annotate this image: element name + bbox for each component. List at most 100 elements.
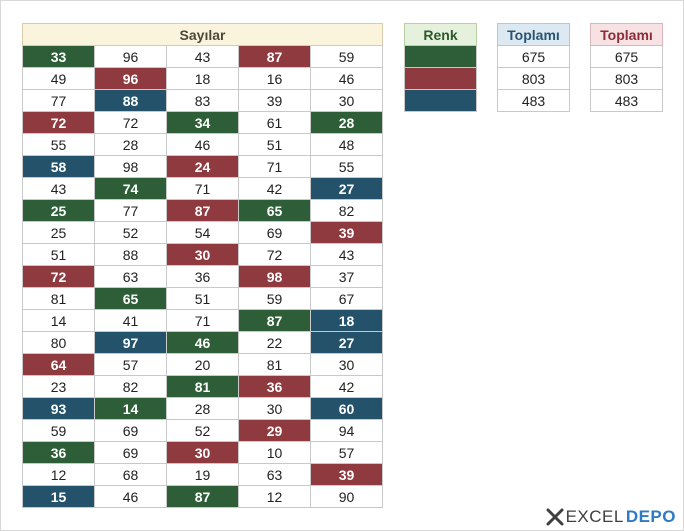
totals-header-2[interactable]: Toplamı <box>590 23 663 46</box>
number-cell[interactable]: 28 <box>94 133 167 156</box>
number-cell[interactable]: 41 <box>94 309 167 332</box>
number-cell[interactable]: 74 <box>94 177 167 200</box>
number-cell[interactable]: 36 <box>166 265 239 288</box>
number-cell[interactable]: 36 <box>22 441 95 464</box>
number-cell[interactable]: 18 <box>310 309 383 332</box>
number-cell[interactable]: 98 <box>238 265 311 288</box>
number-cell[interactable]: 81 <box>22 287 95 310</box>
total-2-value[interactable]: 483 <box>590 89 663 112</box>
number-cell[interactable]: 58 <box>22 155 95 178</box>
number-cell[interactable]: 94 <box>310 419 383 442</box>
number-cell[interactable]: 51 <box>166 287 239 310</box>
number-cell[interactable]: 93 <box>22 397 95 420</box>
color-swatch-green[interactable] <box>404 45 477 68</box>
color-swatch-red[interactable] <box>404 67 477 90</box>
number-cell[interactable]: 39 <box>238 89 311 112</box>
number-cell[interactable]: 12 <box>238 485 311 508</box>
number-cell[interactable]: 29 <box>238 419 311 442</box>
number-cell[interactable]: 27 <box>310 177 383 200</box>
number-cell[interactable]: 55 <box>310 155 383 178</box>
number-cell[interactable]: 42 <box>310 375 383 398</box>
number-cell[interactable]: 59 <box>310 45 383 68</box>
number-cell[interactable]: 12 <box>22 463 95 486</box>
number-cell[interactable]: 16 <box>238 67 311 90</box>
color-swatch-blue[interactable] <box>404 89 477 112</box>
number-cell[interactable]: 96 <box>94 67 167 90</box>
number-cell[interactable]: 46 <box>166 133 239 156</box>
number-cell[interactable]: 96 <box>94 45 167 68</box>
number-cell[interactable]: 46 <box>166 331 239 354</box>
number-cell[interactable]: 42 <box>238 177 311 200</box>
number-cell[interactable]: 24 <box>166 155 239 178</box>
number-cell[interactable]: 14 <box>22 309 95 332</box>
number-cell[interactable]: 97 <box>94 331 167 354</box>
number-cell[interactable]: 67 <box>310 287 383 310</box>
number-cell[interactable]: 90 <box>310 485 383 508</box>
number-cell[interactable]: 77 <box>22 89 95 112</box>
number-cell[interactable]: 83 <box>166 89 239 112</box>
number-cell[interactable]: 77 <box>94 199 167 222</box>
number-cell[interactable]: 14 <box>94 397 167 420</box>
number-cell[interactable]: 51 <box>238 133 311 156</box>
number-cell[interactable]: 18 <box>166 67 239 90</box>
number-cell[interactable]: 98 <box>94 155 167 178</box>
number-cell[interactable]: 69 <box>238 221 311 244</box>
number-cell[interactable]: 39 <box>310 221 383 244</box>
number-cell[interactable]: 87 <box>238 309 311 332</box>
color-header[interactable]: Renk <box>404 23 477 46</box>
number-cell[interactable]: 33 <box>22 45 95 68</box>
number-cell[interactable]: 72 <box>22 111 95 134</box>
number-cell[interactable]: 30 <box>310 89 383 112</box>
number-cell[interactable]: 30 <box>166 243 239 266</box>
number-cell[interactable]: 60 <box>310 397 383 420</box>
number-cell[interactable]: 39 <box>310 463 383 486</box>
total-2-value[interactable]: 675 <box>590 45 663 68</box>
number-cell[interactable]: 30 <box>310 353 383 376</box>
numbers-header[interactable]: Sayılar <box>22 23 383 46</box>
number-cell[interactable]: 71 <box>166 177 239 200</box>
number-cell[interactable]: 68 <box>94 463 167 486</box>
number-cell[interactable]: 25 <box>22 199 95 222</box>
number-cell[interactable]: 80 <box>22 331 95 354</box>
number-cell[interactable]: 22 <box>238 331 311 354</box>
number-cell[interactable]: 28 <box>166 397 239 420</box>
number-cell[interactable]: 15 <box>22 485 95 508</box>
number-cell[interactable]: 52 <box>94 221 167 244</box>
number-cell[interactable]: 27 <box>310 331 383 354</box>
number-cell[interactable]: 36 <box>238 375 311 398</box>
number-cell[interactable]: 20 <box>166 353 239 376</box>
number-cell[interactable]: 87 <box>166 199 239 222</box>
number-cell[interactable]: 64 <box>22 353 95 376</box>
number-cell[interactable]: 87 <box>238 45 311 68</box>
number-cell[interactable]: 69 <box>94 419 167 442</box>
number-cell[interactable]: 23 <box>22 375 95 398</box>
number-cell[interactable]: 65 <box>94 287 167 310</box>
number-cell[interactable]: 43 <box>22 177 95 200</box>
number-cell[interactable]: 57 <box>310 441 383 464</box>
number-cell[interactable]: 65 <box>238 199 311 222</box>
number-cell[interactable]: 61 <box>238 111 311 134</box>
number-cell[interactable]: 49 <box>22 67 95 90</box>
number-cell[interactable]: 46 <box>310 67 383 90</box>
number-cell[interactable]: 57 <box>94 353 167 376</box>
number-cell[interactable]: 37 <box>310 265 383 288</box>
total-1-value[interactable]: 483 <box>497 89 570 112</box>
number-cell[interactable]: 34 <box>166 111 239 134</box>
number-cell[interactable]: 30 <box>166 441 239 464</box>
number-cell[interactable]: 43 <box>310 243 383 266</box>
number-cell[interactable]: 43 <box>166 45 239 68</box>
total-2-value[interactable]: 803 <box>590 67 663 90</box>
number-cell[interactable]: 88 <box>94 243 167 266</box>
totals-header-1[interactable]: Toplamı <box>497 23 570 46</box>
number-cell[interactable]: 30 <box>238 397 311 420</box>
number-cell[interactable]: 46 <box>94 485 167 508</box>
number-cell[interactable]: 81 <box>166 375 239 398</box>
number-cell[interactable]: 71 <box>166 309 239 332</box>
number-cell[interactable]: 82 <box>94 375 167 398</box>
total-1-value[interactable]: 675 <box>497 45 570 68</box>
number-cell[interactable]: 69 <box>94 441 167 464</box>
number-cell[interactable]: 54 <box>166 221 239 244</box>
number-cell[interactable]: 72 <box>94 111 167 134</box>
number-cell[interactable]: 52 <box>166 419 239 442</box>
number-cell[interactable]: 10 <box>238 441 311 464</box>
